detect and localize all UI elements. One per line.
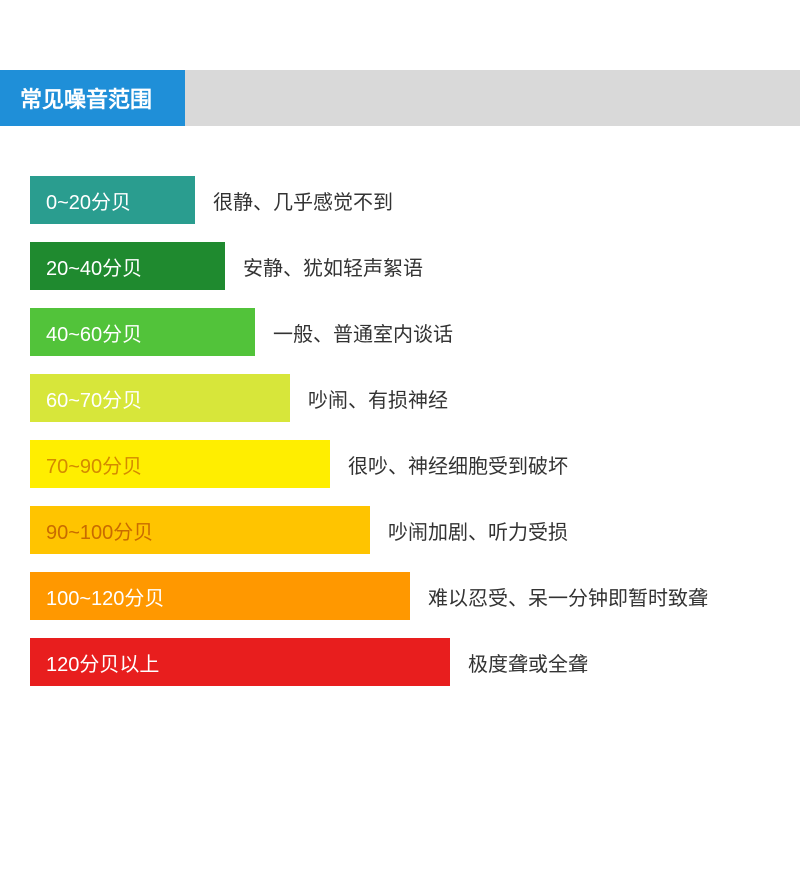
noise-description: 很静、几乎感觉不到 [213,186,393,215]
noise-description: 吵闹加剧、听力受损 [388,516,568,545]
noise-bar: 120分贝以上 [30,638,450,686]
noise-bar: 90~100分贝 [30,506,370,554]
noise-bar: 60~70分贝 [30,374,290,422]
noise-row: 20~40分贝安静、犹如轻声絮语 [30,242,800,290]
noise-row: 120分贝以上极度聋或全聋 [30,638,800,686]
noise-row: 90~100分贝吵闹加剧、听力受损 [30,506,800,554]
header-title: 常见噪音范围 [0,70,185,126]
noise-bar: 40~60分贝 [30,308,255,356]
noise-row: 60~70分贝吵闹、有损神经 [30,374,800,422]
noise-bar: 20~40分贝 [30,242,225,290]
noise-description: 安静、犹如轻声絮语 [243,252,423,281]
noise-row: 0~20分贝很静、几乎感觉不到 [30,176,800,224]
noise-level-chart: 0~20分贝很静、几乎感觉不到 20~40分贝安静、犹如轻声絮语 40~60分贝一般… [0,176,800,686]
noise-bar: 0~20分贝 [30,176,195,224]
noise-description: 很吵、神经细胞受到破坏 [348,450,568,479]
noise-row: 40~60分贝一般、普通室内谈话 [30,308,800,356]
header-bar: 常见噪音范围 [0,70,800,126]
noise-description: 一般、普通室内谈话 [273,318,453,347]
noise-description: 难以忍受、呆一分钟即暂时致聋 [428,582,708,611]
noise-description: 极度聋或全聋 [468,648,588,677]
header-rest [185,70,800,126]
noise-bar: 70~90分贝 [30,440,330,488]
noise-bar: 100~120分贝 [30,572,410,620]
noise-description: 吵闹、有损神经 [308,384,448,413]
noise-row: 100~120分贝难以忍受、呆一分钟即暂时致聋 [30,572,800,620]
noise-row: 70~90分贝很吵、神经细胞受到破坏 [30,440,800,488]
